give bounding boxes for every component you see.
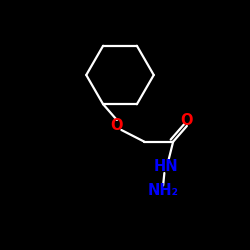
Text: O: O: [110, 118, 123, 133]
Text: O: O: [180, 113, 193, 128]
Text: NH₂: NH₂: [148, 183, 178, 198]
Text: HN: HN: [153, 159, 178, 174]
